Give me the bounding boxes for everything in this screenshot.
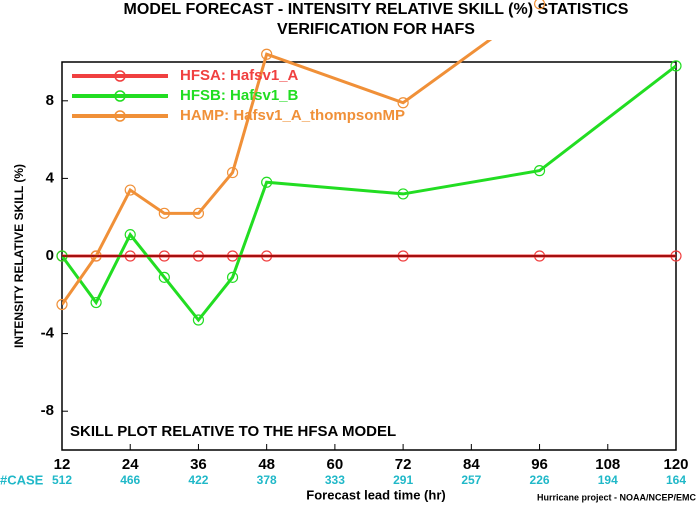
x-tick-label: 12 bbox=[54, 456, 71, 473]
y-tick-label: -8 bbox=[41, 402, 54, 419]
chart-title: MODEL FORECAST - INTENSITY RELATIVE SKIL… bbox=[124, 1, 629, 18]
point bbox=[670, 60, 682, 72]
x-tick-label: 36 bbox=[190, 456, 207, 473]
legend-label: HAMP: Hafsv1_A_thompsonMP bbox=[180, 107, 405, 124]
series-line bbox=[62, 64, 676, 323]
point bbox=[124, 184, 136, 196]
footer: Hurricane project - NOAA/NCEP/EMC bbox=[537, 492, 697, 502]
y-tick-label: -4 bbox=[41, 325, 55, 342]
x-tick-label: 108 bbox=[595, 456, 620, 473]
y-tick-label: 8 bbox=[46, 92, 54, 109]
x-tick-label: 24 bbox=[122, 456, 139, 473]
case-count: 257 bbox=[461, 473, 481, 487]
x-tick-label: 72 bbox=[395, 456, 412, 473]
x-axis-label: Forecast lead time (hr) bbox=[306, 487, 445, 502]
case-count: 291 bbox=[393, 473, 413, 487]
case-count: 466 bbox=[120, 473, 140, 487]
point bbox=[226, 271, 239, 283]
legend-label: HFSB: Hafsv1_B bbox=[180, 87, 299, 104]
case-count: 512 bbox=[52, 473, 72, 487]
case-count: 333 bbox=[325, 473, 345, 487]
y-tick-label: 4 bbox=[46, 169, 55, 186]
case-count: 194 bbox=[598, 473, 618, 487]
point bbox=[261, 48, 273, 60]
x-tick-label: 60 bbox=[327, 456, 344, 473]
point bbox=[158, 271, 170, 283]
legend-marker bbox=[114, 110, 126, 122]
lines-group bbox=[62, 40, 676, 323]
legend-label: HFSA: Hafsv1_A bbox=[180, 67, 299, 84]
point bbox=[397, 188, 409, 200]
annotation: SKILL PLOT RELATIVE TO THE HFSA MODEL bbox=[70, 423, 396, 440]
point bbox=[90, 296, 102, 309]
legend-marker bbox=[114, 90, 126, 102]
point bbox=[226, 166, 239, 179]
point bbox=[533, 165, 546, 177]
case-count: 378 bbox=[257, 473, 277, 487]
chart-subtitle: VERIFICATION FOR HAFS bbox=[277, 21, 475, 38]
point bbox=[124, 229, 136, 241]
legend-marker bbox=[114, 70, 126, 82]
x-tick-label: 96 bbox=[531, 456, 548, 473]
y-axis-label: INTENSITY RELATIVE SKILL (%) bbox=[12, 164, 26, 348]
point bbox=[158, 207, 170, 219]
case-count: 422 bbox=[188, 473, 208, 487]
x-tick-label: 84 bbox=[463, 456, 480, 473]
point bbox=[533, 0, 546, 10]
x-tick-label: 48 bbox=[258, 456, 275, 473]
point bbox=[261, 176, 273, 188]
x-tick-label: 120 bbox=[663, 456, 688, 473]
y-tick-label: 0 bbox=[46, 247, 54, 264]
case-label: #CASE bbox=[0, 472, 44, 487]
point bbox=[397, 97, 409, 109]
point bbox=[192, 314, 205, 326]
case-count: 226 bbox=[530, 473, 550, 487]
point bbox=[192, 207, 205, 219]
case-count: 164 bbox=[666, 473, 686, 487]
series-line bbox=[62, 40, 493, 306]
point bbox=[56, 298, 68, 311]
